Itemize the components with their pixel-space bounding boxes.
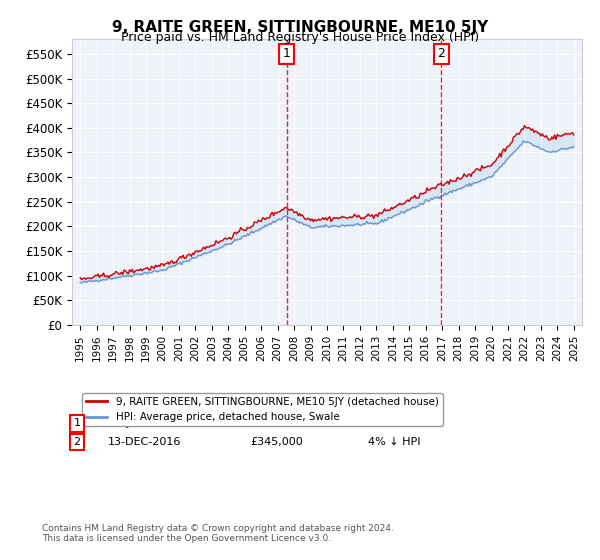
- Text: 1: 1: [283, 48, 290, 60]
- Text: £345,000: £345,000: [251, 437, 303, 447]
- Text: 13-DEC-2016: 13-DEC-2016: [108, 437, 181, 447]
- Text: Price paid vs. HM Land Registry's House Price Index (HPI): Price paid vs. HM Land Registry's House …: [121, 31, 479, 44]
- Text: 9, RAITE GREEN, SITTINGBOURNE, ME10 5JY: 9, RAITE GREEN, SITTINGBOURNE, ME10 5JY: [112, 20, 488, 35]
- Text: 20-JUL-2007: 20-JUL-2007: [108, 418, 176, 428]
- Text: 12% ↑ HPI: 12% ↑ HPI: [368, 418, 427, 428]
- Text: £299,950: £299,950: [251, 418, 304, 428]
- Text: 2: 2: [437, 48, 445, 60]
- Legend: 9, RAITE GREEN, SITTINGBOURNE, ME10 5JY (detached house), HPI: Average price, de: 9, RAITE GREEN, SITTINGBOURNE, ME10 5JY …: [82, 393, 443, 426]
- Text: 1: 1: [74, 418, 80, 428]
- Text: Contains HM Land Registry data © Crown copyright and database right 2024.
This d: Contains HM Land Registry data © Crown c…: [42, 524, 394, 543]
- Text: 4% ↓ HPI: 4% ↓ HPI: [368, 437, 420, 447]
- Text: 2: 2: [74, 437, 80, 447]
